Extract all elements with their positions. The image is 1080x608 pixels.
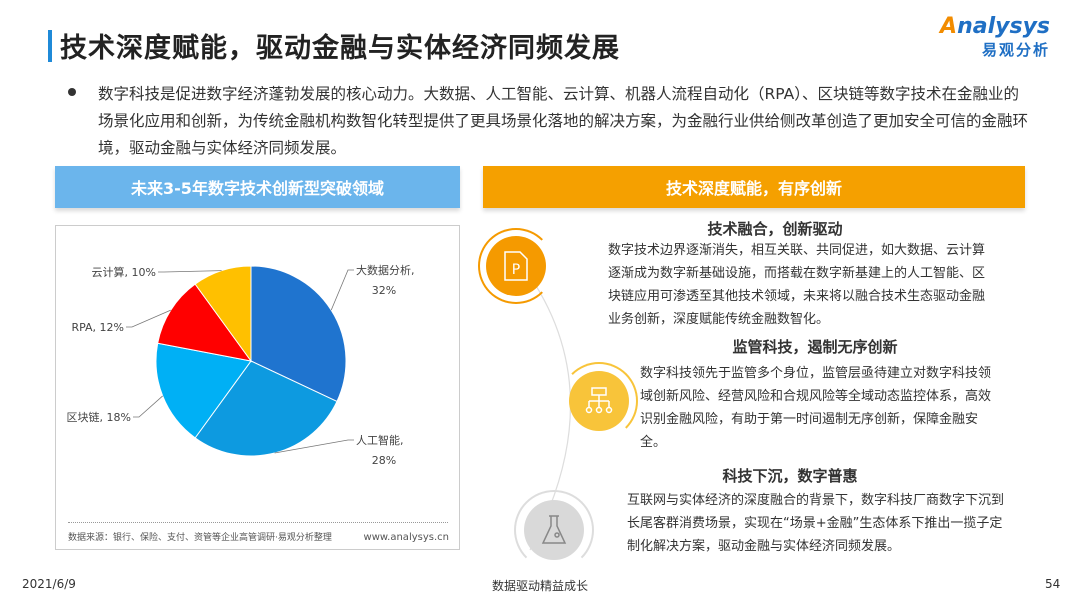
logo-text: nalysys — [957, 14, 1050, 39]
footer-slogan: 数据驱动精益成长 — [491, 579, 588, 593]
leader-line-2 — [133, 395, 163, 418]
section-3-body: 互联网与实体经济的深度融合的背景下，数字科技厂商数字下沉到长尾客群消费场景，实现… — [627, 493, 1005, 554]
pie-label-4: 云计算, 10% — [92, 265, 156, 279]
section-1-body: 数字技术边界逐渐消失，相互关联、共同促进，如大数据、云计算逐渐成为数字新基础设施… — [608, 243, 986, 327]
title-accent-bar — [48, 30, 52, 62]
page-number: 54 — [1045, 577, 1061, 591]
section-1-title: 技术融合，创新驱动 — [707, 220, 843, 238]
right-header: 技术深度赋能，有序创新 — [483, 166, 1025, 208]
chart-source: 数据来源：银行、保险、支付、资管等企业高管调研·易观分析整理 — [68, 533, 332, 543]
page-title: 技术深度赋能，驱动金融与实体经济同频发展 — [60, 33, 620, 64]
section-3-title: 科技下沉，数字普惠 — [722, 467, 858, 485]
leader-line-3 — [126, 309, 171, 328]
logo-initial: A — [940, 14, 958, 39]
section-1-ring: P — [478, 228, 554, 304]
section-2-body: 数字科技领先于监管多个身位，监管层亟待建立对数字科技领域创新风险、经营风险和合规… — [640, 366, 992, 450]
pie-label-3: RPA, 12% — [71, 321, 124, 334]
leader-line-4 — [158, 270, 222, 273]
leader-line-0 — [330, 269, 354, 311]
pie-label-2: 区块链, 18% — [67, 410, 131, 424]
footer-date: 2021/6/9 — [22, 577, 76, 591]
pie-value-label-0: 32% — [372, 284, 396, 297]
svg-text:P: P — [512, 262, 520, 278]
pie-slice-3 — [157, 283, 253, 362]
divider — [68, 522, 448, 523]
pie-label-1: 人工智能, — [356, 433, 404, 447]
hierarchy-icon — [569, 371, 629, 431]
flask-icon — [524, 500, 584, 560]
pie-value-label-1: 28% — [372, 454, 396, 467]
section-2-title: 监管科技，遏制无序创新 — [732, 338, 898, 356]
document-p-icon: P — [486, 236, 546, 296]
chart-site: www.analysys.cn — [363, 532, 449, 543]
bullet-icon — [68, 88, 76, 96]
section-3-ring — [514, 490, 594, 570]
intro-paragraph: 数字科技是促进数字经济蓬勃发展的核心动力。大数据、人工智能、云计算、机器人流程自… — [98, 85, 1029, 157]
pie-chart-panel: 大数据分析, 32% 人工智能, 28% 区块链, 18% RPA, 12% 云计算, 10… — [55, 225, 460, 550]
section-2-ring — [560, 362, 638, 440]
pie-slice-1 — [194, 360, 338, 457]
leader-line-1 — [274, 439, 354, 454]
analysys-logo: Analysys 易观分析 — [940, 14, 1050, 60]
logo-cn: 易观分析 — [981, 41, 1050, 59]
pie-label-0: 大数据分析, — [356, 263, 415, 277]
pie-chart: 大数据分析, 32% 人工智能, 28% 区块链, 18% RPA, 12% 云计算, 10… — [67, 263, 415, 467]
left-header: 未来3-5年数字技术创新型突破领域 — [55, 166, 460, 208]
